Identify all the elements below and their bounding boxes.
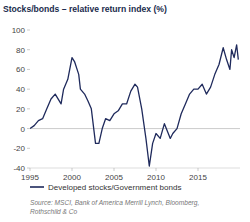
y-tick-label: 40	[16, 85, 25, 94]
x-tick	[198, 168, 199, 171]
y-tick	[27, 108, 30, 109]
y-tick	[27, 30, 30, 31]
y-tick	[27, 128, 30, 129]
y-tick-label: 100	[12, 26, 26, 35]
zero-line	[30, 128, 240, 129]
y-tick-label: 20	[16, 105, 25, 114]
series-line	[30, 45, 238, 166]
y-tick	[27, 69, 30, 70]
x-tick-label: 2015	[189, 173, 207, 182]
x-tick-label: 1995	[21, 173, 39, 182]
x-tick	[72, 168, 73, 171]
x-tick	[30, 168, 31, 171]
title: Stocks/bonds – relative return index (%)	[3, 4, 167, 14]
y-tick	[27, 148, 30, 149]
y-tick-label: -20	[13, 144, 25, 153]
legend-label: Developed stocks/Government bonds	[48, 183, 181, 192]
legend-swatch	[30, 186, 44, 188]
source: Rothschild & Co	[30, 208, 78, 215]
y-tick-label: -40	[13, 164, 25, 173]
y-tick	[27, 49, 30, 50]
x-axis	[30, 168, 240, 169]
x-tick-label: 2000	[63, 173, 81, 182]
plot	[30, 45, 238, 166]
y-tick	[27, 168, 30, 169]
source: Source: MSCI, Bank of America Merrill Ly…	[30, 199, 199, 207]
x-tick	[114, 168, 115, 171]
y-tick-label: 80	[16, 46, 25, 55]
y-tick	[27, 89, 30, 90]
x-tick-label: 2005	[105, 173, 123, 182]
y-tick-label: 0	[21, 125, 26, 134]
y-tick-label: 60	[16, 65, 25, 74]
x-tick-label: 2010	[147, 173, 165, 182]
x-tick	[156, 168, 157, 171]
chart: Stocks/bonds – relative return index (%)…	[0, 0, 250, 222]
